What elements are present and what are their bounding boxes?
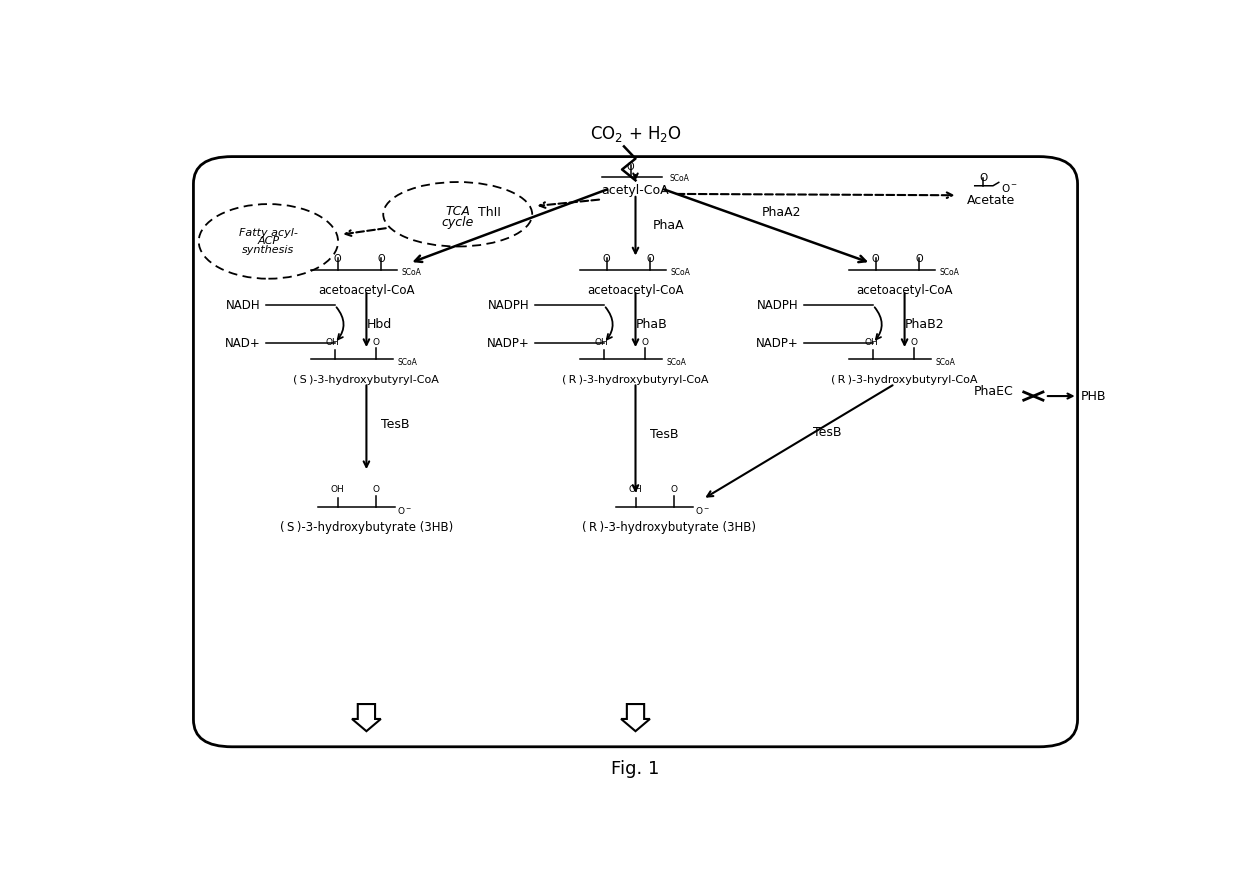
Text: NADP+: NADP+ bbox=[756, 337, 799, 350]
Text: O: O bbox=[377, 254, 384, 264]
Text: O$^-$: O$^-$ bbox=[696, 505, 711, 515]
Text: PhaB: PhaB bbox=[635, 318, 667, 330]
Text: cycle: cycle bbox=[441, 216, 474, 229]
Text: PhaB2: PhaB2 bbox=[905, 318, 944, 330]
Text: O$^-$: O$^-$ bbox=[1001, 182, 1018, 195]
Text: NADP+: NADP+ bbox=[487, 337, 529, 350]
Text: PhaA2: PhaA2 bbox=[761, 206, 801, 219]
Text: O: O bbox=[641, 337, 649, 346]
Text: acetoacetyl-CoA: acetoacetyl-CoA bbox=[319, 284, 414, 297]
Text: O: O bbox=[872, 254, 879, 264]
Ellipse shape bbox=[198, 204, 339, 278]
Text: ( S )-3-hydroxybutyryl-CoA: ( S )-3-hydroxybutyryl-CoA bbox=[294, 374, 439, 385]
Text: OH: OH bbox=[629, 485, 642, 494]
Text: ACP: ACP bbox=[258, 236, 279, 247]
Text: OH: OH bbox=[331, 485, 345, 494]
Text: O: O bbox=[372, 485, 379, 494]
Text: CO$_2$ + H$_2$O: CO$_2$ + H$_2$O bbox=[589, 124, 682, 144]
FancyArrow shape bbox=[352, 704, 381, 731]
Text: PhaA: PhaA bbox=[652, 218, 684, 232]
Text: O$^-$: O$^-$ bbox=[397, 505, 412, 515]
Text: O: O bbox=[915, 254, 923, 264]
Text: Fatty acyl-: Fatty acyl- bbox=[239, 227, 298, 238]
Text: O: O bbox=[646, 254, 653, 264]
Text: OH: OH bbox=[326, 337, 340, 346]
Text: NAD+: NAD+ bbox=[224, 337, 260, 350]
Text: ( R )-3-hydroxybutyrate (3HB): ( R )-3-hydroxybutyrate (3HB) bbox=[582, 522, 756, 534]
Text: TesB: TesB bbox=[813, 426, 842, 440]
Text: ( S )-3-hydroxybutyrate (3HB): ( S )-3-hydroxybutyrate (3HB) bbox=[280, 522, 453, 534]
Text: NADH: NADH bbox=[226, 299, 260, 312]
Text: acetoacetyl-CoA: acetoacetyl-CoA bbox=[857, 284, 952, 297]
Text: SCoA: SCoA bbox=[401, 268, 420, 278]
Text: NADPH: NADPH bbox=[758, 299, 799, 312]
Text: PHB: PHB bbox=[1080, 389, 1106, 403]
Text: O: O bbox=[910, 337, 918, 346]
Text: O: O bbox=[671, 485, 677, 494]
Text: SCoA: SCoA bbox=[666, 358, 686, 366]
Text: NADPH: NADPH bbox=[489, 299, 529, 312]
Text: O: O bbox=[980, 174, 987, 183]
Text: TesB: TesB bbox=[381, 418, 409, 431]
Text: SCoA: SCoA bbox=[670, 174, 689, 183]
Text: TesB: TesB bbox=[650, 428, 678, 441]
Text: ( R )-3-hydroxybutyryl-CoA: ( R )-3-hydroxybutyryl-CoA bbox=[562, 374, 709, 385]
Text: O: O bbox=[627, 162, 635, 172]
FancyBboxPatch shape bbox=[193, 157, 1078, 747]
Text: O: O bbox=[372, 337, 379, 346]
Text: SCoA: SCoA bbox=[670, 268, 689, 278]
Text: Fig. 1: Fig. 1 bbox=[611, 760, 660, 778]
FancyArrow shape bbox=[621, 704, 650, 731]
Text: acetoacetyl-CoA: acetoacetyl-CoA bbox=[588, 284, 683, 297]
Text: SCoA: SCoA bbox=[939, 268, 959, 278]
Text: ThII: ThII bbox=[477, 206, 501, 219]
Ellipse shape bbox=[383, 182, 532, 247]
Text: PhaEC: PhaEC bbox=[973, 386, 1013, 398]
Text: SCoA: SCoA bbox=[935, 358, 955, 366]
Text: ( R )-3-hydroxybutyryl-CoA: ( R )-3-hydroxybutyryl-CoA bbox=[831, 374, 978, 385]
Text: synthesis: synthesis bbox=[242, 245, 295, 255]
Text: OH: OH bbox=[864, 337, 878, 346]
Text: acetyl-CoA: acetyl-CoA bbox=[601, 184, 670, 197]
Text: O: O bbox=[334, 254, 341, 264]
Text: O: O bbox=[603, 254, 610, 264]
Text: SCoA: SCoA bbox=[397, 358, 417, 366]
Text: Hbd: Hbd bbox=[367, 318, 392, 330]
Text: OH: OH bbox=[595, 337, 609, 346]
Text: Acetate: Acetate bbox=[967, 194, 1016, 207]
Text: TCA: TCA bbox=[445, 205, 470, 218]
